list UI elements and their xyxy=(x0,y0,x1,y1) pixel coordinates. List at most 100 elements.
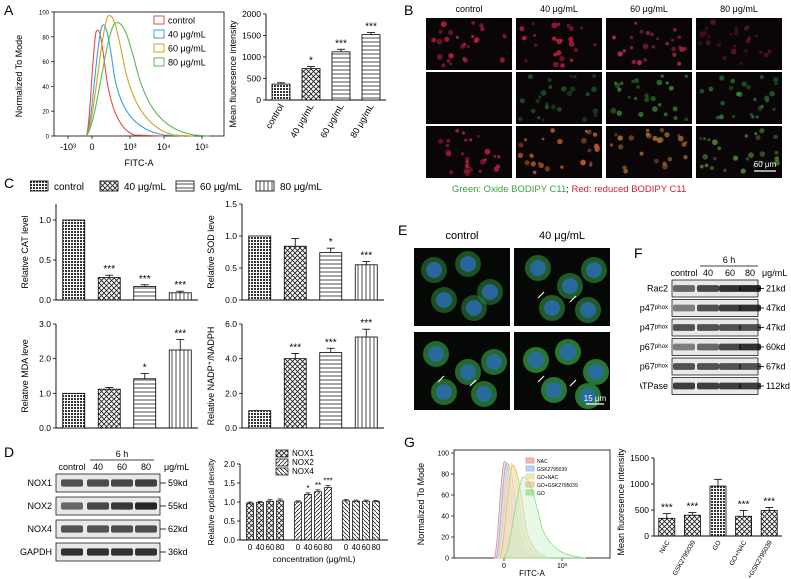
ytick-label: 1.5 xyxy=(224,479,236,488)
chart-xlabel: concentration (μg/mL) xyxy=(273,554,356,564)
bar xyxy=(271,83,291,101)
legend-swatch xyxy=(30,180,49,192)
legend-label: NOX4 xyxy=(292,467,314,476)
micrograph-tile xyxy=(426,126,512,178)
ytick-label: 100 xyxy=(437,451,449,458)
bar xyxy=(283,245,307,301)
legend-label: NOX1 xyxy=(292,449,314,458)
band xyxy=(87,479,109,487)
hist-a-xticks: -10³ 0 10³ 10⁴ 10⁵ xyxy=(60,136,209,152)
ytick-label: 4.0 xyxy=(225,354,237,364)
ytick-label: 0 xyxy=(256,95,261,105)
xtick-label: control xyxy=(264,102,286,130)
bar xyxy=(658,517,676,537)
confocal-tile xyxy=(514,248,610,326)
panel-a-barchart: Mean fluoresence intensity 0 500 1000 1500 2… xyxy=(228,9,386,140)
micrograph-header: control xyxy=(455,4,483,14)
band-name: NOX4 xyxy=(27,524,52,534)
bar xyxy=(301,68,321,101)
legend-swatch xyxy=(275,449,289,458)
xtick-label: 60 xyxy=(314,543,323,552)
ytick-label: 6.0 xyxy=(225,319,237,329)
xtick-label: 40 xyxy=(256,543,265,552)
bar xyxy=(97,388,121,429)
significance-mark: * xyxy=(143,363,147,374)
hist-g-ylabel: Normalized To Mode xyxy=(416,463,426,545)
band xyxy=(61,502,83,510)
western-blot: 6 h control 40 60 80 μg/mL Rac2 21kd p-p47ᵖʰᵒˣ 47… xyxy=(640,256,790,395)
micrograph-tile xyxy=(516,18,602,70)
band-kd: 59kd xyxy=(168,478,188,488)
xtick-label: 60 μg/mL xyxy=(318,102,346,140)
panel-a-histogram: Normalized To Mode 0 20 40 60 80 100 -10³ 0 10³… xyxy=(14,11,225,168)
ytick-label: 60 xyxy=(42,60,49,66)
band xyxy=(673,343,695,351)
blot-lane-label: 40 xyxy=(703,268,713,278)
xtick-label: GO+NAC xyxy=(728,539,748,567)
band-kd: 55kd xyxy=(168,501,188,511)
legend-swatch xyxy=(255,180,275,192)
significance-mark: *** xyxy=(103,264,115,275)
band xyxy=(697,285,719,292)
legend-swatch xyxy=(99,180,119,192)
ytick-label: 0.0 xyxy=(224,536,236,545)
ytick-label: 40 xyxy=(42,85,49,91)
xtick-label: 40 μg/mL xyxy=(288,102,316,140)
blot-time-label: 6 h xyxy=(723,256,736,265)
xtick-label: NAC xyxy=(659,539,672,555)
bar xyxy=(248,235,272,301)
blot-lane-label: 40 xyxy=(93,462,103,472)
ytick-label: 1.0 xyxy=(39,215,51,225)
scale-bar-label: 15 μm xyxy=(584,394,607,403)
micrograph-tile xyxy=(606,72,692,124)
ytick-label: 40 xyxy=(441,514,449,521)
ytick-label: 20 xyxy=(42,110,49,116)
bar xyxy=(256,502,264,541)
band xyxy=(135,479,157,487)
bar-a-plot: 0 500 1000 1500 2000 control * 40 μg/mL *** 60 μg… xyxy=(242,9,386,140)
band xyxy=(719,285,741,292)
ytick-label: 1.0 xyxy=(39,388,51,398)
western-blot: 6 h control 40 60 80 μg/mL NOX1 59kd NOX2 55kd NOX… xyxy=(20,450,189,562)
micrograph-header: 40 μg/mL xyxy=(540,4,578,14)
bar xyxy=(248,410,272,429)
legend-swatch xyxy=(275,458,289,467)
bar xyxy=(283,358,307,429)
chart-ylabel: Relative NADP⁺/NADPH xyxy=(206,327,216,426)
blot-lane-label: 80 xyxy=(745,268,755,278)
blot-time-label: 6 h xyxy=(116,450,129,459)
legend-label: 40 μg/mL xyxy=(168,30,206,40)
band xyxy=(135,548,157,556)
band xyxy=(697,343,719,351)
caption-red: Red: reduced BODIPY C11 xyxy=(571,184,687,195)
band-name: p67ᵖʰᵒˣ xyxy=(640,362,668,372)
bar-g-ylabel: Mean fluoresence intensity xyxy=(616,448,626,556)
legend-label: 60 μg/mL xyxy=(200,182,242,193)
ytick-label: 0 xyxy=(46,135,50,141)
bar xyxy=(62,219,86,301)
xtick-label: 40 xyxy=(304,543,313,552)
micrograph-tile xyxy=(696,18,782,70)
micrograph-tile xyxy=(606,126,692,178)
band xyxy=(739,343,761,351)
band xyxy=(87,502,109,510)
ytick-label: 0.0 xyxy=(225,423,237,433)
band-kd: 21kd xyxy=(766,284,786,294)
significance-mark: *** xyxy=(763,496,775,507)
ytick-label: 0.5 xyxy=(39,255,51,265)
blot-lane-label: control xyxy=(670,268,697,278)
xtick-label: 0 xyxy=(89,142,94,152)
bar xyxy=(372,501,380,541)
significance-mark: *** xyxy=(174,329,186,340)
legend-swatch xyxy=(525,473,535,480)
micrograph-tile xyxy=(426,72,512,124)
hist-g-xlabel: FITC-A xyxy=(519,569,545,578)
band xyxy=(697,382,719,390)
ytick-label: 0.5 xyxy=(224,517,236,526)
ytick-label: 1500 xyxy=(630,453,649,463)
legend-label: GO+NAC xyxy=(537,475,559,481)
significance-mark: *** xyxy=(360,318,372,329)
confocal-header: control xyxy=(445,230,479,242)
ytick-label: 2000 xyxy=(242,9,261,19)
